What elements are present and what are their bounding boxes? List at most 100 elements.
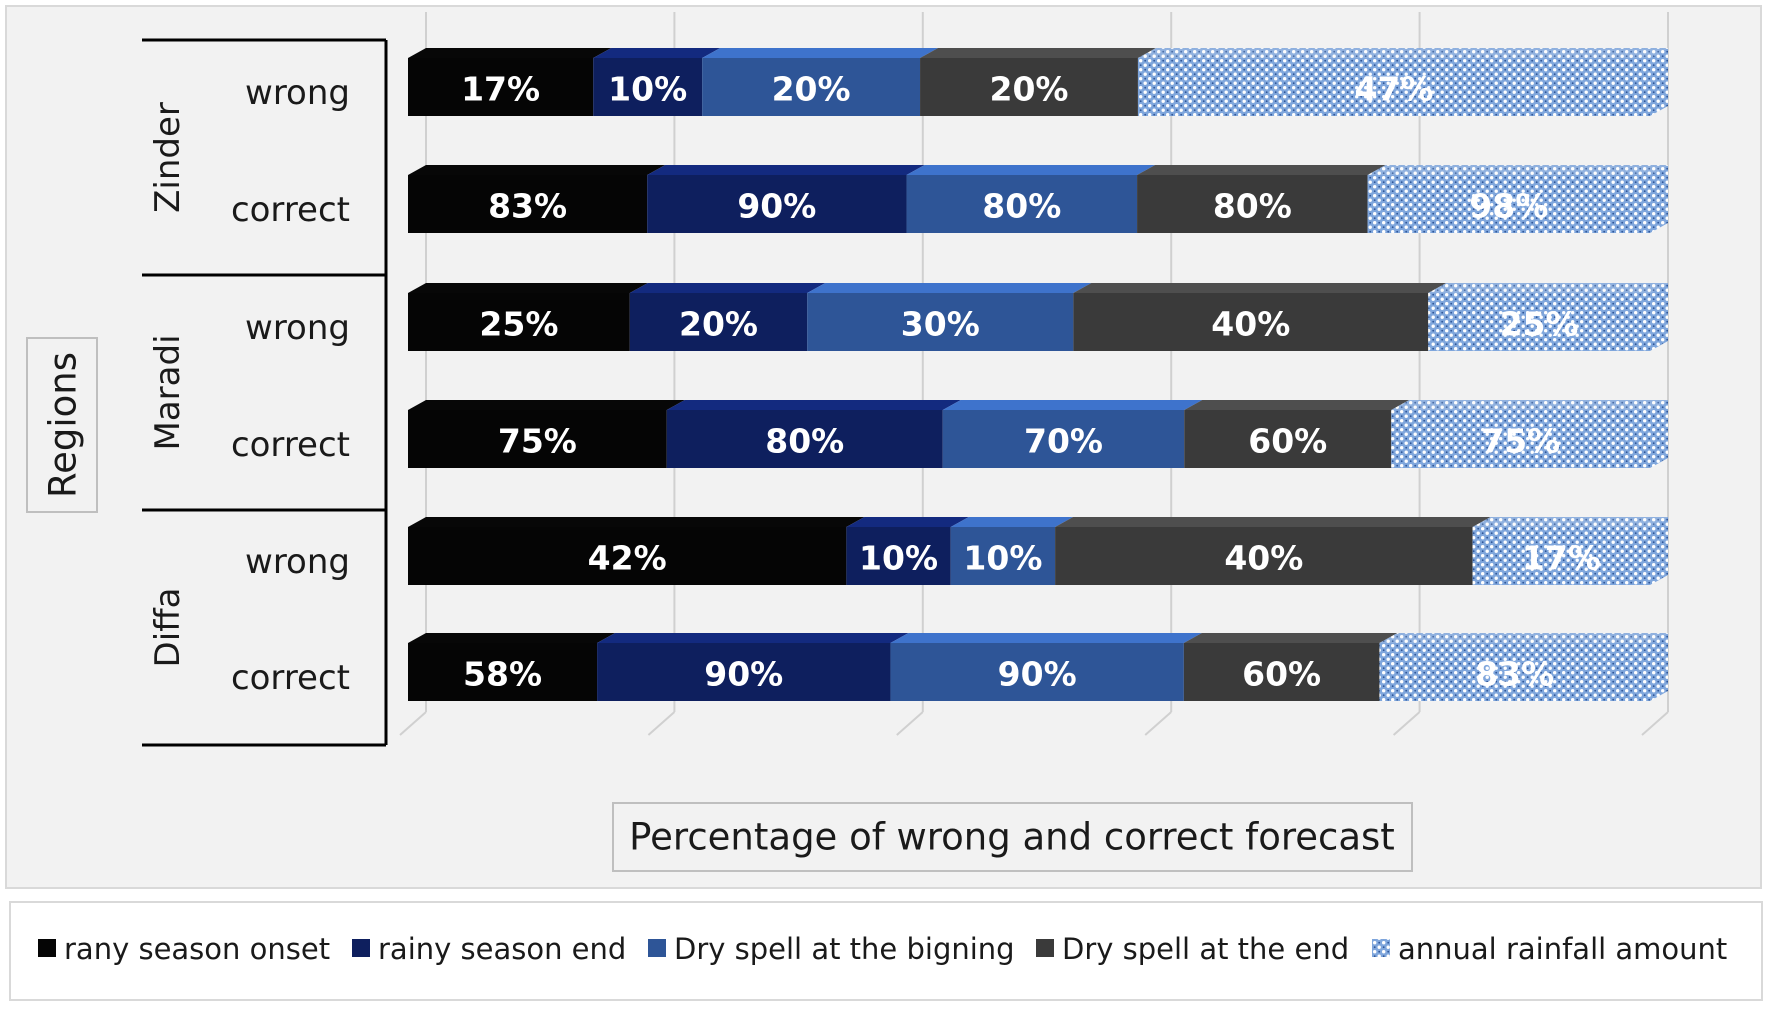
data-label-dry-spell-at-the-end: 60% (1248, 422, 1327, 461)
bar-top-dry-spell-at-the-bigning (702, 48, 939, 58)
bar-segment-dry-spell-at-the-bigning (890, 643, 1184, 701)
data-label-rany-season-onset: 75% (498, 422, 577, 461)
data-labels: 17% 10% 20% 20% 47% 83% 90% 80% 80% 98% 25% 20% 30% 4… (461, 70, 1601, 694)
bar-segment-annual-rainfall-amount (1428, 293, 1650, 351)
bar-top-rainy-season-end (597, 633, 909, 643)
category-label-wrong: wrong (245, 542, 350, 582)
data-label-rainy-season-end: 90% (704, 655, 783, 694)
bar-segment-dry-spell-at-the-bigning (950, 527, 1056, 585)
legend-label-rainy-season-end: rainy season end (378, 932, 626, 966)
y-axis-title: Regions (42, 352, 85, 498)
bar-segment-rany-season-onset (408, 58, 594, 116)
bar-segment-dry-spell-at-the-end (1183, 643, 1380, 701)
data-label-rany-season-onset: 42% (588, 539, 667, 578)
bar-segment-dry-spell-at-the-end (1055, 527, 1473, 585)
data-label-rany-season-onset: 17% (461, 70, 540, 109)
data-label-dry-spell-at-the-bigning: 90% (998, 655, 1077, 694)
bar-segment-dry-spell-at-the-end (1184, 410, 1392, 468)
data-label-rainy-season-end: 90% (737, 187, 816, 226)
bar-segment-rainy-season-end (666, 410, 943, 468)
data-label-rainy-season-end: 80% (765, 422, 844, 461)
data-label-dry-spell-at-the-end: 40% (1224, 539, 1303, 578)
bar-top-dry-spell-at-the-bigning (942, 400, 1203, 410)
data-label-dry-spell-at-the-bigning: 10% (963, 539, 1042, 578)
region-label-zinder: Zinder (148, 102, 188, 213)
bar-segment-dry-spell-at-the-bigning (702, 58, 921, 116)
data-label-annual-rainfall-amount: 25% (1500, 305, 1579, 344)
data-label-annual-rainfall-amount: 98% (1469, 187, 1548, 226)
bar-segment-dry-spell-at-the-bigning (942, 410, 1185, 468)
data-label-dry-spell-at-the-bigning: 70% (1024, 422, 1103, 461)
bar-segment-rainy-season-end (629, 293, 808, 351)
bar-top-rainy-season-end (593, 48, 721, 58)
bar-top-dry-spell-at-the-end (1055, 517, 1491, 527)
bar-top-annual-rainfall-amount (1137, 48, 1668, 58)
bar-side-annual-rainfall-amount (1650, 283, 1668, 351)
data-label-annual-rainfall-amount: 83% (1475, 655, 1554, 694)
bar-top-annual-rainfall-amount (1428, 283, 1668, 293)
data-label-rany-season-onset: 25% (479, 305, 558, 344)
gridlines (399, 12, 1669, 736)
legend-swatch-annual-rainfall-amount (1372, 939, 1390, 957)
data-label-dry-spell-at-the-end: 20% (990, 70, 1069, 109)
legend-swatch-rainy-season-end (352, 939, 370, 957)
bar-top-annual-rainfall-amount (1379, 633, 1668, 643)
bar-segment-annual-rainfall-amount (1367, 175, 1650, 233)
bar-side-annual-rainfall-amount (1650, 165, 1668, 233)
category-label-correct: correct (231, 658, 350, 698)
gridline-floor (1392, 711, 1421, 736)
x-axis-title-group: Percentage of wrong and correct forecast (612, 802, 1413, 872)
bar-top-dry-spell-at-the-bigning (807, 283, 1092, 293)
data-label-dry-spell-at-the-bigning: 80% (982, 187, 1061, 226)
bar-segment-dry-spell-at-the-bigning (807, 293, 1074, 351)
bar-side-annual-rainfall-amount (1650, 48, 1668, 116)
legend: rany season onset rainy season end Dry spe… (38, 932, 1727, 966)
data-label-dry-spell-at-the-bigning: 20% (772, 70, 851, 109)
bar-top-rainy-season-end (666, 400, 961, 410)
data-label-dry-spell-at-the-end: 80% (1213, 187, 1292, 226)
data-label-rainy-season-end: 10% (608, 70, 687, 109)
data-label-rainy-season-end: 20% (679, 305, 758, 344)
bar-top-dry-spell-at-the-bigning (906, 165, 1156, 175)
bar-top-annual-rainfall-amount (1472, 517, 1668, 527)
bar-segment-rany-season-onset (408, 410, 667, 468)
bar-segment-rany-season-onset (408, 293, 630, 351)
y-axis-title-group: Regions (26, 337, 98, 513)
legend-swatch-dry-spell-at-the-end (1036, 939, 1054, 957)
bar-segment-dry-spell-at-the-bigning (906, 175, 1138, 233)
bar-segment-rainy-season-end (597, 643, 891, 701)
bar-segment-dry-spell-at-the-end (920, 58, 1138, 116)
legend-label-dry-spell-at-the-end: Dry spell at the end (1062, 932, 1349, 966)
bar-top-rany-season-onset (408, 165, 666, 175)
bar-segment-annual-rainfall-amount (1472, 527, 1650, 585)
bar-segment-rainy-season-end (593, 58, 703, 116)
data-label-dry-spell-at-the-end: 40% (1211, 305, 1290, 344)
bar-side-annual-rainfall-amount (1650, 633, 1668, 701)
bar-segment-rainy-season-end (647, 175, 907, 233)
legend-label-dry-spell-at-the-bigning: Dry spell at the bigning (674, 932, 1015, 966)
bar-top-rany-season-onset (408, 400, 685, 410)
bar-top-dry-spell-at-the-end (1183, 633, 1398, 643)
category-label-correct: correct (231, 425, 350, 465)
category-label-wrong: wrong (245, 308, 350, 348)
legend-label-annual-rainfall-amount: annual rainfall amount (1398, 932, 1727, 966)
y-axis-title-box (26, 337, 98, 513)
bar-segment-rany-season-onset (408, 527, 847, 585)
region-label-maradi: Maradi (148, 334, 188, 450)
bar-top-rainy-season-end (629, 283, 826, 293)
data-label-dry-spell-at-the-bigning: 30% (901, 305, 980, 344)
data-label-annual-rainfall-amount: 75% (1481, 422, 1560, 461)
legend-swatch-dry-spell-at-the-bigning (648, 939, 666, 957)
x-axis-title-box (612, 802, 1413, 872)
bar-top-dry-spell-at-the-end (1184, 400, 1410, 410)
bar-segment-annual-rainfall-amount (1379, 643, 1650, 701)
bar-top-rany-season-onset (408, 633, 616, 643)
bar-segment-rany-season-onset (408, 175, 648, 233)
bar-top-rany-season-onset (408, 283, 648, 293)
bar-top-rainy-season-end (846, 517, 969, 527)
bar-top-dry-spell-at-the-bigning (890, 633, 1202, 643)
category-label-wrong: wrong (245, 73, 350, 113)
region-label-diffa: Diffa (148, 588, 188, 668)
bar-top-dry-spell-at-the-end (920, 48, 1156, 58)
